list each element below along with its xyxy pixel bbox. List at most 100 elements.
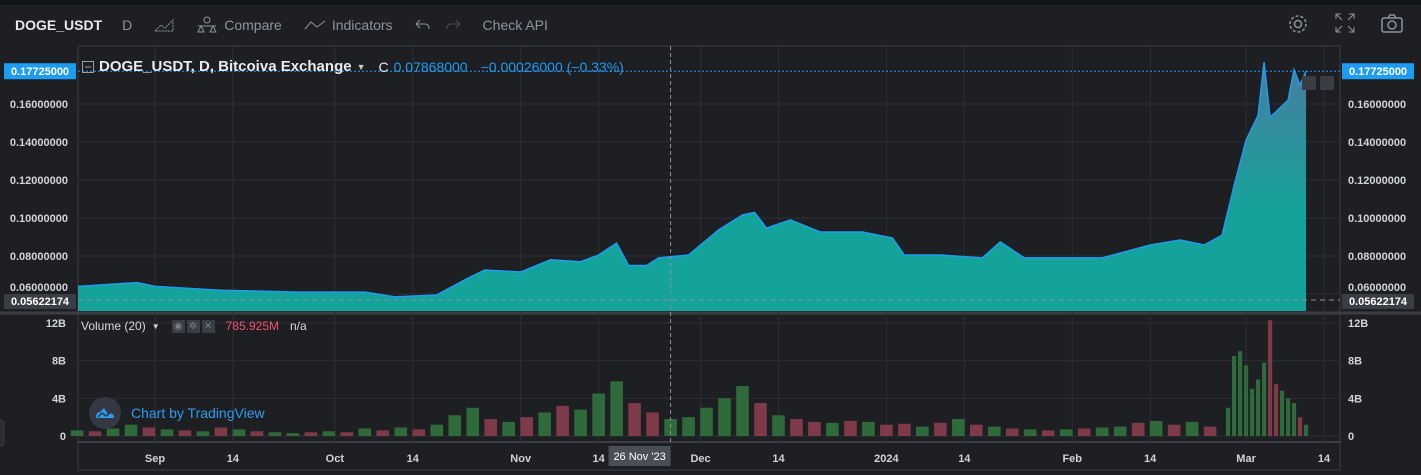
last-price-badge-left	[4, 63, 76, 80]
interval-button[interactable]: D	[122, 17, 133, 33]
volume-bar	[376, 430, 390, 436]
close-value: 0.07868000	[393, 58, 468, 75]
volume-bar	[844, 420, 857, 436]
volume-bar	[790, 419, 803, 436]
crosshair-date-label: 26 Nov '23	[613, 451, 665, 463]
volume-bar	[682, 417, 695, 436]
time-tick: 14	[958, 453, 971, 465]
volume-bar	[358, 428, 372, 436]
volume-bar	[196, 431, 210, 436]
volume-tick: 8B	[1348, 356, 1362, 368]
volume-bar	[1249, 388, 1255, 436]
collapse-icon[interactable]	[82, 60, 94, 73]
volume-tick: 12B	[46, 318, 66, 330]
volume-tick: 0	[1348, 431, 1354, 443]
time-tick: Feb	[1062, 453, 1082, 465]
volume-bar	[1113, 426, 1127, 436]
time-tick: 2024	[874, 453, 899, 465]
redo-button[interactable]	[445, 18, 461, 32]
tradingview-watermark[interactable]: Chart by TradingView	[89, 397, 265, 429]
close-icon[interactable]: ✕	[201, 319, 215, 333]
volume-bar	[286, 433, 300, 436]
volume-tick: 4B	[1348, 393, 1362, 405]
symbol-search[interactable]: DOGE_USDT	[15, 17, 103, 33]
volume-bar	[862, 421, 875, 436]
settings-icon[interactable]	[1287, 13, 1309, 35]
time-tick: 14	[407, 453, 420, 465]
toolbar: DOGE_USDT D Compare Indicators Check API	[0, 5, 1421, 45]
price-tick-right: 0.12000000	[1348, 175, 1406, 187]
fullscreen-icon[interactable]	[1335, 13, 1355, 33]
volume-bar	[1261, 362, 1267, 436]
time-tick: Mar	[1236, 453, 1256, 465]
volume-bar	[808, 421, 821, 436]
volume-bar	[880, 424, 893, 436]
volume-bar	[1203, 426, 1217, 436]
volume-bar	[538, 412, 551, 436]
volume-bar	[556, 405, 569, 436]
time-tick: Dec	[690, 453, 710, 465]
bar-style-icon[interactable]	[154, 18, 174, 32]
volume-bar	[340, 432, 354, 436]
low-marker-label-right: 0.05622174	[1349, 296, 1408, 308]
volume-bar	[1059, 429, 1073, 436]
volume-bar	[88, 431, 102, 436]
volume-bar	[304, 432, 318, 436]
volume-bar	[322, 431, 336, 436]
time-tick: Nov	[510, 453, 532, 465]
compare-icon	[197, 16, 218, 33]
time-tick: 14	[593, 453, 606, 465]
low-badge-right	[1342, 294, 1414, 309]
scale-button-down[interactable]	[1302, 76, 1316, 90]
price-tick-right: 0.10000000	[1348, 213, 1406, 225]
chevron-down-icon[interactable]: ▼	[151, 321, 160, 331]
volume-bar	[718, 398, 731, 436]
volume-bar	[1255, 379, 1261, 436]
price-tick-right: 0.14000000	[1348, 137, 1406, 149]
check-api-button[interactable]: Check API	[482, 17, 548, 33]
indicators-icon	[304, 20, 326, 30]
volume-bar	[1077, 428, 1091, 436]
watermark-text: Chart by TradingView	[131, 405, 265, 421]
change-value: −0.00026000 (−0.33%)	[480, 58, 624, 75]
camera-icon[interactable]	[1381, 13, 1403, 33]
price-tick-left: 0.06000000	[10, 282, 68, 294]
scale-button-auto[interactable]	[1320, 76, 1334, 90]
volume-bar	[214, 427, 228, 436]
volume-bar	[106, 428, 120, 436]
volume-bar	[1232, 355, 1237, 436]
series-title[interactable]: DOGE_USDT, D, Bitcoiva Exchange	[99, 58, 352, 75]
time-tick: 14	[1318, 453, 1331, 465]
time-tick: 14	[227, 453, 240, 465]
volume-bar	[934, 422, 947, 436]
volume-bar	[736, 386, 749, 436]
volume-bar	[826, 422, 839, 436]
indicators-button[interactable]: Indicators	[304, 17, 393, 33]
low-marker-label-left: 0.05622174	[11, 296, 70, 308]
close-label: C	[378, 58, 389, 75]
volume-bar	[1297, 417, 1303, 436]
volume-bar	[700, 407, 713, 436]
volume-bar	[1237, 351, 1243, 436]
volume-bar	[466, 407, 480, 436]
time-tick: 14	[772, 453, 785, 465]
eye-icon[interactable]: ◉	[171, 319, 185, 333]
last-price-label-left: 0.17725000	[11, 66, 69, 78]
volume-bar	[1291, 403, 1297, 436]
side-panel-handle[interactable]	[0, 419, 5, 447]
chevron-down-icon[interactable]: ▼	[356, 61, 366, 72]
volume-value: 785.925M	[225, 319, 279, 333]
time-tick: Sep	[145, 453, 165, 465]
volume-bar	[232, 429, 246, 436]
compare-button[interactable]: Compare	[196, 16, 282, 34]
volume-tick: 8B	[52, 356, 66, 368]
volume-tick: 0	[60, 431, 66, 443]
volume-bar	[394, 427, 408, 436]
indicators-label: Indicators	[331, 17, 393, 33]
gear-icon[interactable]: ✲	[186, 319, 200, 333]
undo-button[interactable]	[414, 18, 431, 32]
volume-bar	[1131, 422, 1145, 436]
volume-title[interactable]: Volume (20)	[81, 319, 146, 333]
price-tick-left: 0.16000000	[10, 99, 68, 111]
